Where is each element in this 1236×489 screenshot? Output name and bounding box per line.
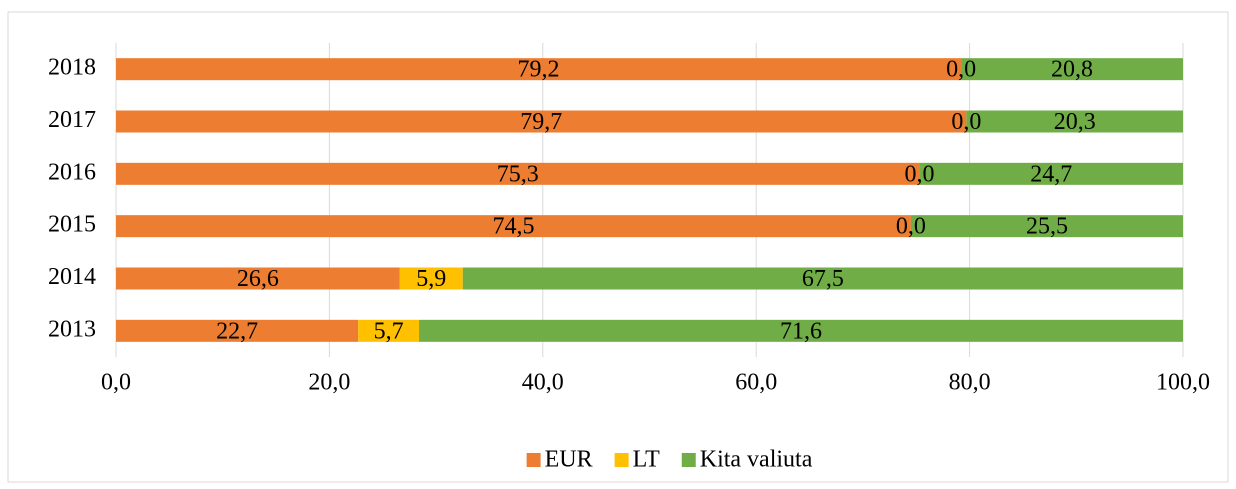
data-label: 20,8: [1051, 57, 1093, 83]
bar-segment: [919, 162, 1183, 185]
data-label: 0,0: [951, 109, 981, 135]
data-label: 0,0: [904, 161, 934, 187]
y-tick-label: 2015: [48, 212, 96, 238]
data-label: 0,0: [896, 214, 926, 240]
x-tick-label: 60,0: [735, 370, 777, 396]
bar-segment: [116, 215, 911, 238]
data-label: 79,7: [520, 109, 562, 135]
x-tick-label: 40,0: [522, 370, 564, 396]
data-label: 26,6: [237, 266, 279, 292]
data-label: 25,5: [1026, 214, 1068, 240]
y-tick-label: 2014: [48, 264, 96, 290]
data-label: 74,5: [492, 214, 534, 240]
legend-swatch: [526, 453, 541, 467]
y-tick-label: 2016: [48, 159, 96, 185]
bar-segment: [116, 58, 962, 81]
bar-segment: [116, 162, 920, 185]
data-label: 24,7: [1030, 161, 1072, 187]
bar-segment: [910, 215, 1183, 238]
chart-border: [7, 11, 1229, 483]
bar-segment: [419, 319, 1183, 342]
data-label: 75,3: [497, 161, 539, 187]
legend-swatch: [614, 453, 629, 467]
legend-label: Kita valiuta: [700, 447, 813, 473]
x-tick-label: 100,0: [1156, 370, 1210, 396]
data-label: 20,3: [1054, 109, 1096, 135]
legend-label: LT: [633, 447, 660, 473]
data-label: 5,7: [374, 318, 404, 344]
bar-segment: [358, 319, 420, 342]
x-tick-label: 0,0: [101, 370, 131, 396]
data-label: 22,7: [216, 318, 258, 344]
bar-segment: [462, 267, 1183, 290]
bar-segment: [116, 267, 400, 290]
x-tick-label: 80,0: [949, 370, 991, 396]
legend-swatch: [681, 453, 696, 467]
data-label: 67,5: [802, 266, 844, 292]
y-tick-label: 2018: [48, 55, 96, 81]
data-label: 79,2: [518, 57, 560, 83]
y-tick-label: 2013: [48, 316, 96, 342]
bar-segment: [961, 58, 1183, 81]
y-tick-label: 2017: [48, 107, 96, 133]
data-label: 71,6: [780, 318, 822, 344]
bar-segment: [116, 110, 967, 133]
data-label: 0,0: [946, 57, 976, 83]
bar-segment: [399, 267, 463, 290]
bar-segment: [116, 319, 359, 342]
data-label: 5,9: [416, 266, 446, 292]
legend-label: EUR: [545, 447, 593, 473]
x-tick-label: 20,0: [308, 370, 350, 396]
bar-segment: [966, 110, 1183, 133]
